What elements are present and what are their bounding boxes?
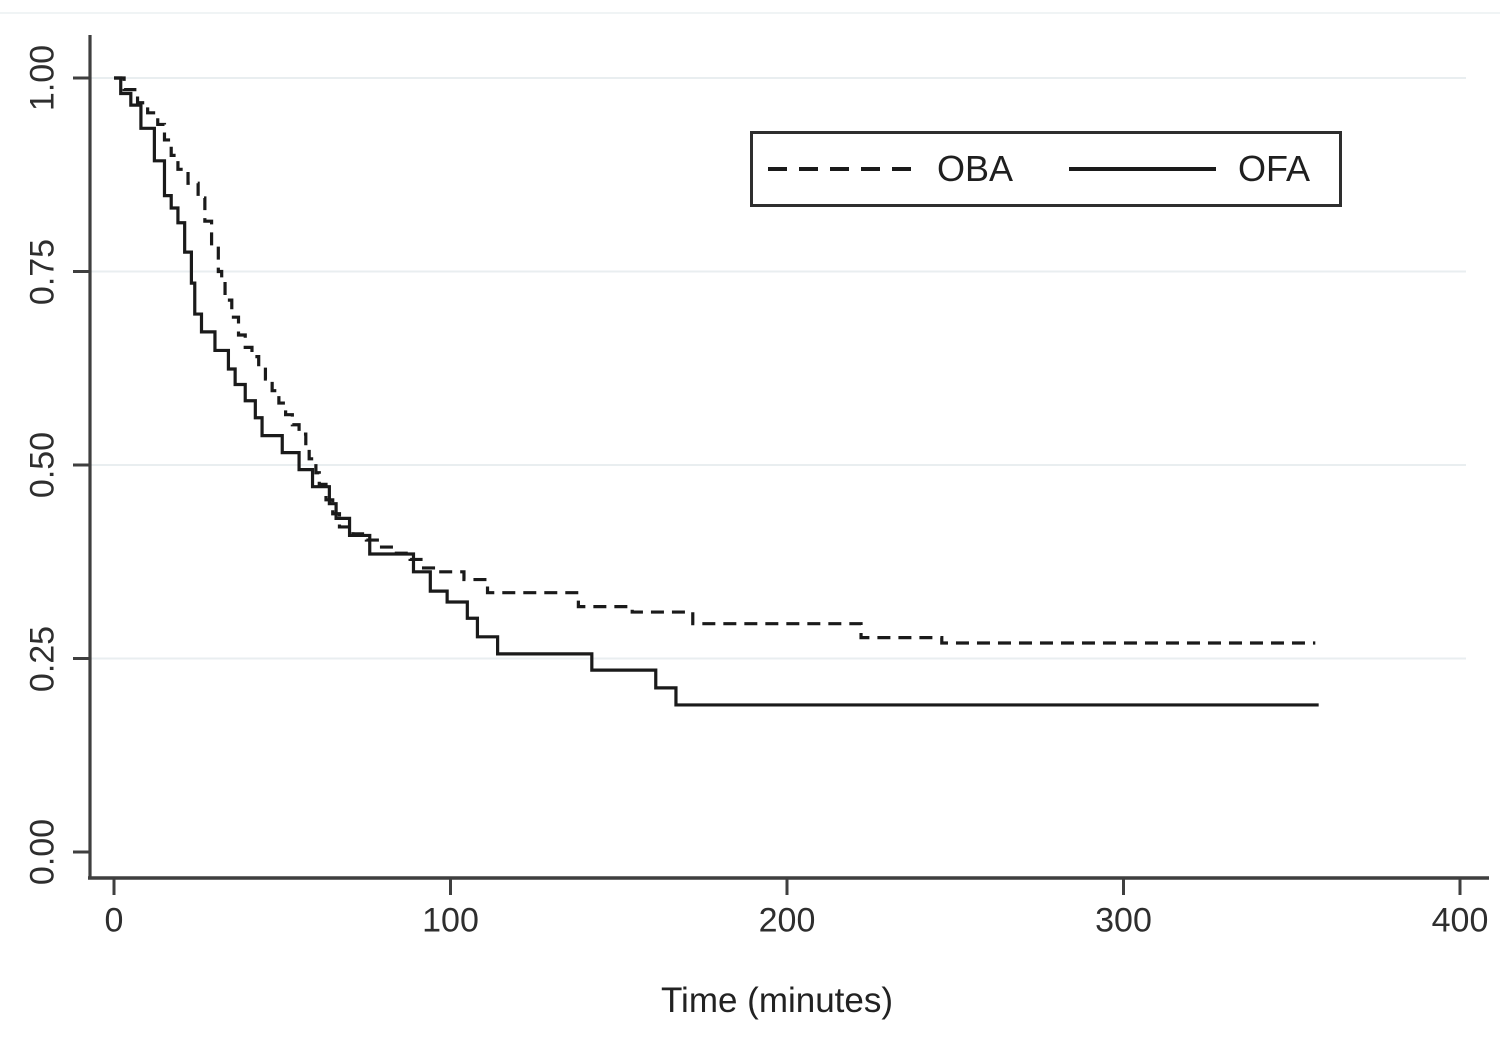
oba-dashed-line-sample	[768, 167, 915, 171]
legend-label-oba: OBA	[937, 148, 1014, 189]
legend-label-ofa: OFA	[1238, 148, 1311, 189]
top-hairline	[0, 12, 1500, 14]
legend-entry-oba: OBA	[768, 148, 1013, 190]
y-tick-label: 0.50	[23, 431, 62, 499]
y-tick-label: 1.00	[23, 44, 62, 112]
y-tick-label: 0.25	[23, 625, 62, 692]
x-tick-label: 100	[422, 901, 479, 940]
x-tick-label: 400	[1431, 901, 1489, 940]
y-tick-label: 0.00	[23, 818, 62, 886]
x-axis-title: Time (minutes)	[660, 981, 894, 1020]
series-ofa-curve	[114, 76, 1319, 707]
x-tick-label: 0	[104, 901, 124, 940]
legend-entry-ofa: OFA	[1069, 148, 1310, 190]
ofa-solid-line-sample	[1069, 167, 1217, 171]
legend: OBA OFA	[750, 131, 1342, 207]
x-tick-label: 300	[1095, 901, 1152, 940]
x-tick-label: 200	[758, 901, 816, 940]
series-oba-curve	[114, 76, 1316, 645]
y-tick-label: 0.75	[23, 238, 62, 305]
